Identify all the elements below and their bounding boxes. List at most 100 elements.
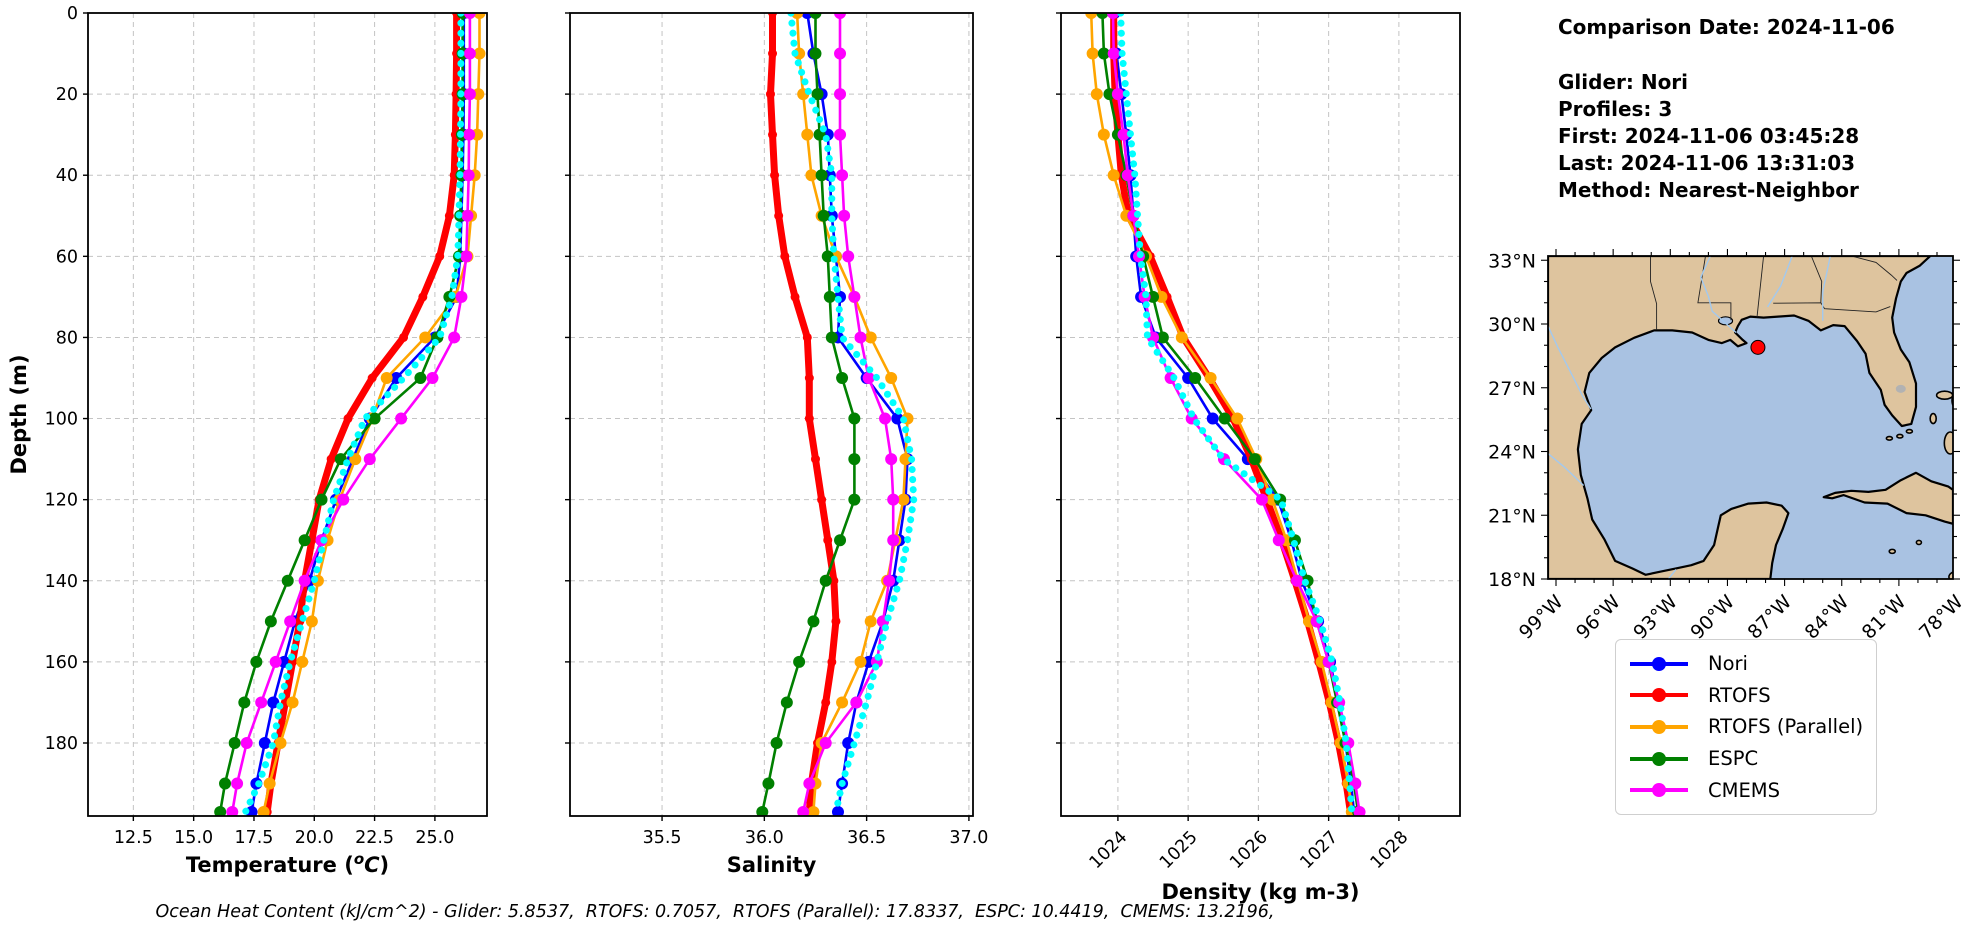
map-river (1667, 568, 1677, 579)
map-state-border (1650, 256, 1658, 330)
map-lat-label: 30°N (1488, 314, 1536, 336)
series-cmems-temperature (226, 13, 476, 816)
xtick-label-density: 1025 (1156, 827, 1202, 873)
panel-salinity: 35.5 36.0 36.5 37.0 Salinity (565, 12, 988, 877)
map-island (1915, 539, 1923, 546)
map-lat-label: 27°N (1488, 378, 1536, 400)
map-lon-label: 87°W (1743, 591, 1796, 644)
ytick-label: 100 (45, 410, 78, 430)
last-profile-time: Last: 2024-11-06 13:31:03 (1558, 151, 1856, 175)
legend: Nori RTOFS RTOFS (Parallel) ESPC CMEMS (1615, 639, 1877, 815)
xtick-label-temperature: 20.0 (295, 828, 334, 848)
series-glider-raw-temperature (242, 13, 465, 816)
map-lon-label: 81°W (1858, 591, 1911, 644)
map-state-border (1756, 256, 1765, 318)
legend-line-marker-rtofs (1630, 688, 1688, 703)
xtick-label-temperature: 17.5 (234, 828, 273, 848)
map-lon-label: 90°W (1686, 591, 1739, 644)
ocean-heat-content-footer: Ocean Heat Content (kJ/cm^2) - Glider: 5… (155, 902, 1275, 922)
first-profile-time: First: 2024-11-06 03:45:28 (1558, 124, 1860, 148)
map-lat-label: 18°N (1488, 569, 1536, 591)
series-glider-raw-density (1117, 13, 1356, 816)
ytick-label: 160 (45, 653, 78, 673)
axis-title-temperature: Temperature (oC) (186, 850, 389, 877)
map-frame (1547, 255, 1954, 580)
map-lake (1717, 316, 1734, 326)
map-island (1885, 435, 1894, 441)
map-lon-label: 84°W (1801, 591, 1854, 644)
map-river (1700, 256, 1737, 334)
glider-name: Glider: Nori (1558, 70, 1689, 94)
ytick-label: 0 (67, 4, 78, 24)
map-island (1929, 412, 1937, 425)
legend-label: Nori (1708, 652, 1748, 676)
axis-title-depth: Depth (m) (7, 354, 31, 474)
legend-entry-rtofs-parallel-: RTOFS (Parallel) (1628, 711, 1864, 743)
map-island (1943, 431, 1953, 455)
ytick-label: 80 (56, 328, 78, 348)
xtick-label-temperature: 15.0 (174, 828, 213, 848)
axis-title-density: Density (kg m-3) (1161, 880, 1359, 904)
axis-title-salinity: Salinity (727, 853, 817, 877)
series-espc-salinity (756, 13, 861, 816)
ytick-label: 20 (56, 85, 78, 105)
axes-frame-salinity (569, 12, 974, 817)
legend-entry-cmems: CMEMS (1628, 774, 1864, 806)
map-island (1896, 433, 1904, 439)
xtick-label-density: 1028 (1367, 827, 1413, 873)
xtick-label-salinity: 35.5 (643, 828, 682, 848)
legend-line-marker-rtofs-parallel- (1630, 719, 1688, 734)
xtick-label-temperature: 12.5 (114, 828, 153, 848)
method: Method: Nearest-Neighbor (1558, 178, 1859, 202)
info-panel: Comparison Date: 2024-11-06 Glider: Nori… (1558, 14, 1895, 204)
series-cmems-salinity (797, 13, 900, 816)
ytick-label: 180 (45, 734, 78, 754)
profiles-count: Profiles: 3 (1558, 97, 1673, 121)
legend-entry-espc: ESPC (1628, 743, 1864, 775)
xtick-label-density: 1024 (1086, 827, 1132, 873)
map-lon-label: 78°W (1915, 591, 1968, 644)
map-lon-label: 96°W (1572, 591, 1625, 644)
xtick-label-density: 1026 (1226, 827, 1272, 873)
legend-label: CMEMS (1708, 778, 1780, 802)
map-lon-label: 99°W (1515, 591, 1568, 644)
ytick-label: 120 (45, 491, 78, 511)
glider-location-marker (1750, 339, 1766, 355)
map-lat-label: 33°N (1488, 250, 1536, 272)
series-glider-raw-salinity (787, 13, 918, 816)
map-lat-label: 21°N (1488, 505, 1536, 527)
map-island (1935, 390, 1953, 400)
axes-frame-density (1060, 12, 1461, 817)
legend-line-marker-nori (1630, 656, 1688, 671)
map-river (1822, 256, 1831, 321)
panel-density: 1024 1025 1026 1027 1028 Density (kg m-3) (1056, 12, 1461, 904)
series-rtofs-parallel--temperature (257, 13, 486, 816)
map-river (1548, 325, 1592, 410)
map-state-border (1810, 256, 1823, 303)
map-state-border (1773, 302, 1891, 313)
map-island (1948, 571, 1953, 579)
xtick-label-temperature: 25.0 (415, 828, 454, 848)
xtick-label-salinity: 37.0 (949, 828, 988, 848)
axes-frame-temperature (87, 12, 488, 817)
legend-entry-rtofs: RTOFS (1628, 680, 1864, 712)
legend-label: ESPC (1708, 747, 1759, 771)
comparison-date: Comparison Date: 2024-11-06 (1558, 15, 1895, 39)
map-land-0 (1548, 256, 1932, 579)
xtick-label-temperature: 22.5 (355, 828, 394, 848)
map-state-border (1851, 256, 1898, 281)
legend-label: RTOFS (Parallel) (1708, 715, 1864, 739)
ytick-label: 60 (56, 247, 78, 267)
xtick-label-density: 1027 (1297, 827, 1343, 873)
xtick-label-salinity: 36.0 (745, 828, 784, 848)
series-rtofs-temperature (262, 13, 462, 816)
map-lat-label: 24°N (1488, 442, 1536, 464)
ytick-label: 40 (56, 166, 78, 186)
series-espc-temperature (214, 13, 469, 816)
legend-line-marker-espc (1630, 751, 1688, 766)
legend-line-marker-cmems (1630, 783, 1688, 798)
map-lake (1895, 384, 1906, 393)
legend-entry-nori: Nori (1628, 648, 1864, 680)
